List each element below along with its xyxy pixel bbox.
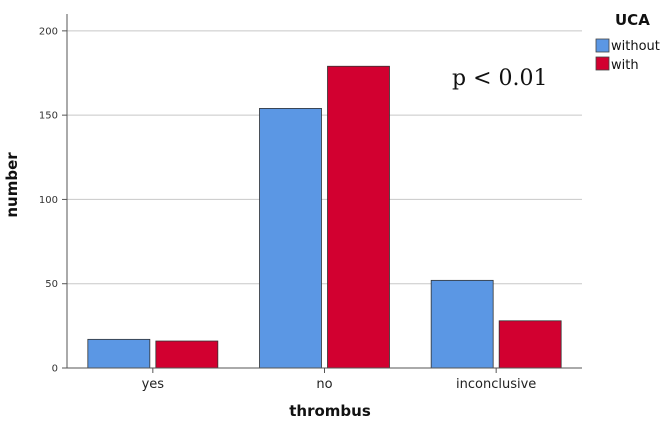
x-tick-label-inconclusive: inconclusive xyxy=(456,377,536,392)
axes: 0 50 100 150 200 yes no inconclusive xyxy=(39,14,582,392)
x-axis-title: thrombus xyxy=(289,402,371,420)
y-tick-label-50: 50 xyxy=(45,279,58,290)
legend-swatch-with xyxy=(595,56,610,71)
gridlines xyxy=(67,30,582,285)
legend: UCA without with xyxy=(595,11,660,73)
y-axis-title: number xyxy=(3,152,21,218)
y-tick-label-100: 100 xyxy=(39,195,58,206)
bar-yes-with xyxy=(155,340,219,369)
legend-title: UCA xyxy=(615,11,650,29)
legend-swatch-without xyxy=(595,38,610,53)
y-tick-label-0: 0 xyxy=(52,364,58,375)
y-tick-label-200: 200 xyxy=(39,26,58,37)
legend-label-with: with xyxy=(611,58,639,73)
y-tick-label-150: 150 xyxy=(39,111,58,122)
x-tick-label-no: no xyxy=(316,377,332,392)
legend-label-without: without xyxy=(611,39,660,54)
bar-no-with xyxy=(327,65,390,369)
x-tick-label-yes: yes xyxy=(142,377,165,392)
p-value-annotation: p < 0.01 xyxy=(452,66,548,91)
bar-no-without xyxy=(259,108,322,369)
bar-inconclusive-without xyxy=(430,279,494,369)
bar-yes-without xyxy=(87,338,151,369)
bars xyxy=(87,65,562,369)
bar-inconclusive-with xyxy=(498,320,562,369)
